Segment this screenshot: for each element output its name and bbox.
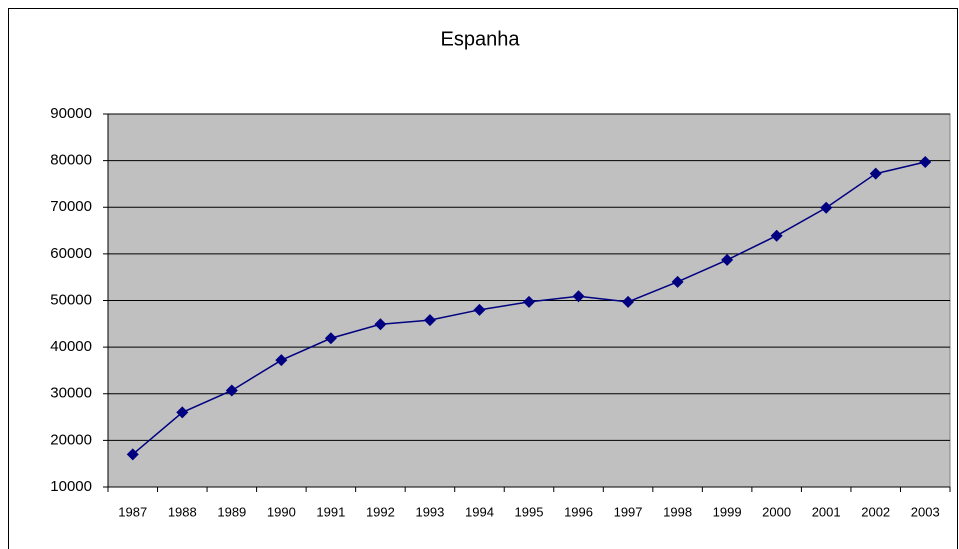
y-tick-label: 40000 (50, 338, 92, 355)
y-tick-label: 50000 (50, 291, 92, 308)
data-point (820, 201, 833, 214)
y-tick-label: 90000 (50, 105, 92, 122)
x-tick-label: 2002 (861, 504, 890, 519)
chart-title: Espanha (441, 28, 521, 50)
x-tick-label: 2000 (762, 504, 791, 519)
x-tick-label: 2001 (812, 504, 841, 519)
x-tick-label: 1993 (415, 504, 444, 519)
x-tick-label: 1995 (515, 504, 544, 519)
y-tick-label: 20000 (50, 431, 92, 448)
x-tick-label: 1994 (465, 504, 494, 519)
x-tick-label: 1997 (614, 504, 643, 519)
data-point (671, 275, 684, 288)
data-point (324, 332, 337, 345)
data-point (721, 253, 734, 266)
x-tick-label: 1991 (316, 504, 345, 519)
data-point (275, 354, 288, 367)
x-tick-label: 1992 (366, 504, 395, 519)
y-tick-label: 80000 (50, 152, 92, 169)
data-point (919, 156, 932, 169)
y-tick-label: 70000 (50, 198, 92, 215)
y-tick-label: 60000 (50, 245, 92, 262)
x-tick-label: 1988 (168, 504, 197, 519)
x-tick-label: 1996 (564, 504, 593, 519)
x-tick-label: 1990 (267, 504, 296, 519)
y-tick-label: 10000 (50, 478, 92, 495)
x-tick-label: 1999 (713, 504, 742, 519)
data-point (523, 295, 535, 308)
y-tick-label: 30000 (50, 385, 92, 402)
x-tick-label: 1989 (217, 504, 246, 519)
data-point (225, 384, 238, 397)
data-point (572, 290, 585, 303)
data-point (473, 303, 486, 316)
data-point (374, 318, 387, 331)
x-tick-label: 2003 (911, 504, 940, 519)
data-point (770, 229, 783, 242)
x-tick-label: 1998 (663, 504, 692, 519)
data-point (423, 314, 436, 327)
data-point (126, 448, 139, 461)
data-point (176, 406, 189, 419)
data-point (869, 167, 882, 180)
x-tick-label: 1987 (118, 504, 147, 519)
data-point (622, 295, 635, 308)
